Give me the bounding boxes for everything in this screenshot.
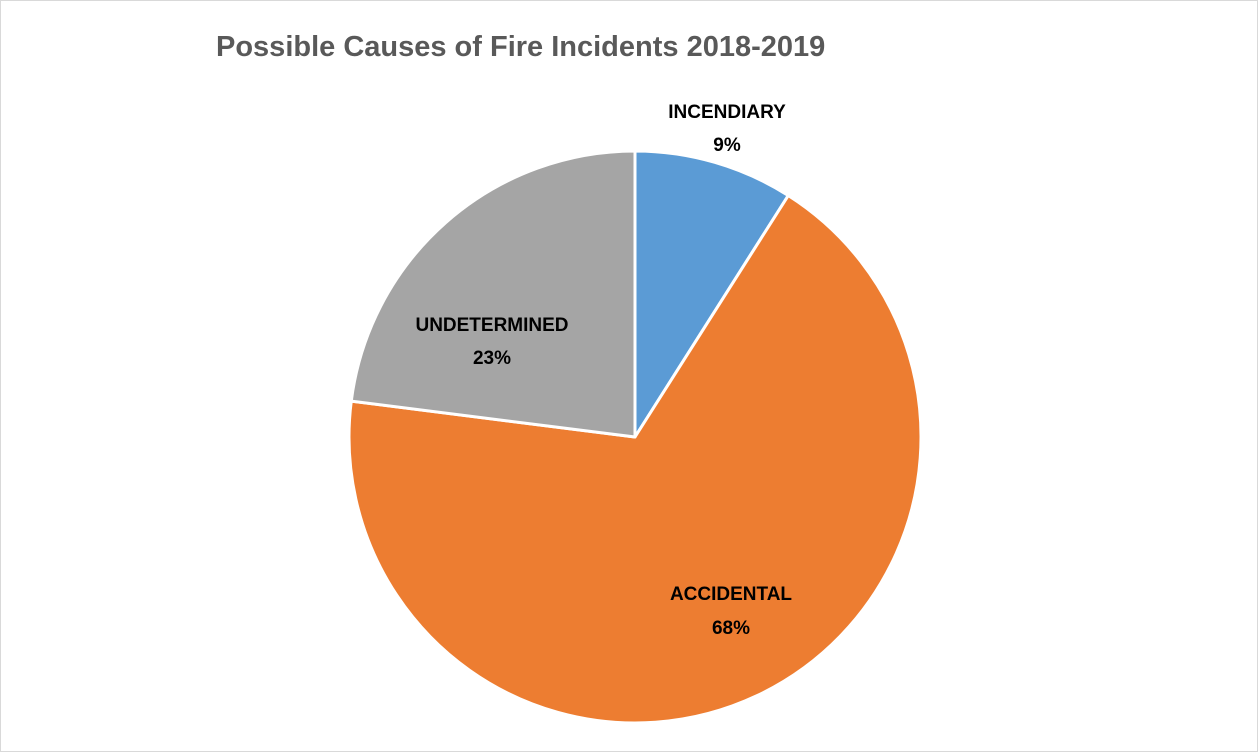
pie-slices [349, 151, 921, 723]
data-label-incendiary-name: INCENDIARY [668, 102, 786, 123]
data-label-undetermined-percent: 23% [473, 348, 511, 369]
data-label-undetermined-name: UNDETERMINED [415, 315, 568, 336]
pie-slice-undetermined [351, 151, 635, 437]
data-label-accidental-percent: 68% [712, 618, 750, 639]
data-label-incendiary-percent: 9% [713, 135, 741, 156]
data-label-accidental-name: ACCIDENTAL [670, 584, 792, 605]
